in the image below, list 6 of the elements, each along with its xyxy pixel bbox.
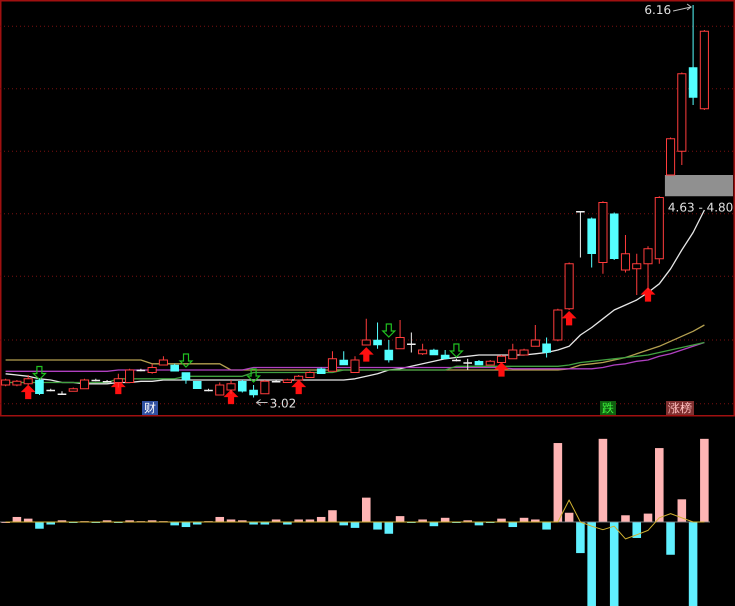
annotation: 6.16 [644, 3, 672, 17]
band-label: 4.63 - 4.80 [668, 200, 734, 214]
event-tag: 财 [142, 401, 158, 415]
event-tag: 涨榜 [666, 401, 694, 415]
annotation: 3.02 [270, 396, 296, 410]
event-tag: 跌 [600, 401, 616, 415]
